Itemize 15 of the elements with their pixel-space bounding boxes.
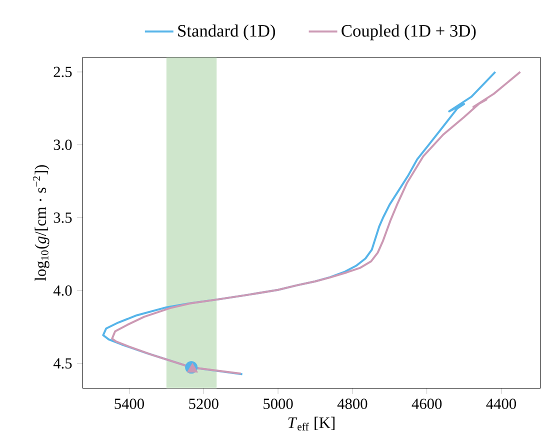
y-tick-label: 3.5	[54, 212, 72, 223]
legend-label: Standard (1D)	[178, 24, 276, 40]
x-tick-label: 5200	[189, 398, 218, 410]
y-tick-label: 4.0	[53, 285, 72, 296]
x-tick-label: 4800	[337, 398, 368, 410]
x-axis-title: T$_{eff}$ [K]	[288, 416, 335, 430]
y-tick-label: 2.5	[54, 66, 72, 78]
x-tick-label: 4400	[486, 398, 516, 410]
x-tick-label: 5000	[264, 398, 293, 410]
y-tick-label: 4.5	[53, 358, 72, 369]
y-tick-label: 3.0	[54, 140, 72, 150]
y-axis-title: log$_{10}$(g/[cm · s$^{−2}$])	[32, 165, 50, 281]
x-tick-label: 5400	[114, 398, 144, 410]
x-tick-label: 4600	[412, 398, 442, 410]
legend-label: Coupled (1D + 3D)	[342, 24, 476, 40]
